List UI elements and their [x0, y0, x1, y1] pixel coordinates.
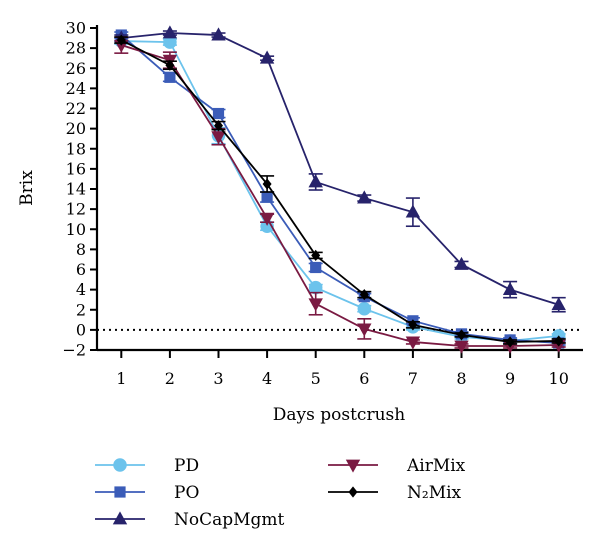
y-tick-label: 24 — [66, 79, 86, 98]
data-point — [310, 261, 322, 274]
y-tick-label: 18 — [66, 139, 86, 158]
x-tick-label: 8 — [456, 369, 466, 388]
series-line — [121, 32, 559, 306]
data-point — [163, 35, 177, 49]
y-tick-label: 8 — [76, 240, 86, 259]
y-tick-label: 20 — [66, 119, 86, 138]
data-point — [116, 34, 126, 46]
y-tick-label: 16 — [66, 159, 86, 178]
y-tick-label: −2 — [62, 341, 86, 360]
data-point — [162, 25, 178, 39]
legend: PD PO NoCapMgmt AirMix N₂Mix — [95, 456, 466, 530]
data-point — [308, 298, 323, 312]
legend-label: PD — [174, 456, 199, 476]
data-point — [551, 297, 566, 311]
data-point — [505, 336, 515, 348]
legend-item: NoCapMgmt — [95, 510, 285, 530]
data-point — [308, 174, 323, 188]
data-point — [262, 178, 272, 190]
y-tick-label: 4 — [76, 280, 86, 299]
series-nocapmgmt — [114, 25, 566, 313]
x-axis-ticks: 1 2 3 4 5 6 7 8 9 10 — [116, 350, 569, 388]
y-tick-label: 26 — [66, 59, 86, 78]
legend-item: PD — [95, 456, 199, 476]
x-tick-label: 9 — [505, 369, 515, 388]
data-point — [212, 107, 225, 120]
x-tick-label: 2 — [165, 369, 175, 388]
y-tick-label: 30 — [66, 19, 86, 38]
data-point — [164, 71, 176, 83]
legend-marker — [114, 486, 126, 498]
series-line — [121, 44, 559, 347]
legend-label: PO — [174, 483, 199, 503]
x-tick-label: 10 — [549, 369, 569, 388]
data-point — [502, 281, 518, 296]
y-tick-label: 22 — [66, 99, 86, 118]
y-tick-label: 14 — [66, 180, 86, 199]
data-point — [211, 131, 226, 145]
data-point — [259, 212, 275, 226]
legend-marker — [348, 486, 358, 498]
series-line — [120, 39, 559, 343]
legend-label: N₂Mix — [407, 483, 462, 503]
data-point — [457, 329, 466, 341]
y-tick-label: 2 — [76, 300, 86, 319]
series-po — [114, 29, 566, 349]
series-layer — [114, 25, 566, 354]
y-tick-label: 12 — [66, 200, 86, 219]
data-point — [259, 50, 275, 64]
data-point — [211, 27, 226, 41]
data-point — [408, 319, 418, 331]
data-point — [405, 204, 421, 218]
x-tick-label: 7 — [408, 369, 418, 388]
y-tick-label: 10 — [66, 220, 86, 239]
data-point — [454, 256, 469, 270]
data-point — [357, 301, 372, 316]
data-point — [311, 249, 321, 262]
data-point — [308, 280, 323, 295]
data-point — [214, 119, 223, 132]
data-point — [405, 336, 421, 350]
legend-item: N₂Mix — [328, 483, 462, 503]
data-point — [454, 340, 469, 354]
axes — [95, 25, 583, 352]
x-axis-title: Days postcrush — [273, 405, 405, 425]
data-point — [357, 323, 372, 337]
data-point — [554, 335, 564, 347]
legend-marker — [345, 459, 361, 473]
series-airmix — [114, 36, 566, 354]
legend-label: NoCapMgmt — [174, 510, 285, 530]
data-point — [261, 191, 273, 203]
y-tick-label: 28 — [66, 39, 86, 58]
data-point — [165, 59, 175, 71]
x-tick-label: 1 — [116, 369, 126, 388]
series-n-mix — [114, 34, 566, 348]
y-tick-label: 6 — [76, 260, 86, 279]
x-tick-label: 5 — [311, 369, 321, 388]
x-tick-label: 6 — [359, 369, 369, 388]
x-tick-label: 3 — [213, 369, 223, 388]
legend-label: AirMix — [406, 456, 466, 476]
series-line — [120, 34, 559, 344]
x-tick-label: 4 — [262, 369, 272, 388]
legend-marker — [113, 458, 127, 472]
data-point — [359, 289, 369, 301]
legend-item: PO — [95, 483, 199, 503]
data-point — [357, 190, 372, 204]
y-tick-label: 0 — [76, 320, 86, 339]
y-axis-title: Brix — [17, 170, 37, 206]
legend-marker — [112, 511, 128, 525]
legend-item: AirMix — [328, 456, 466, 476]
